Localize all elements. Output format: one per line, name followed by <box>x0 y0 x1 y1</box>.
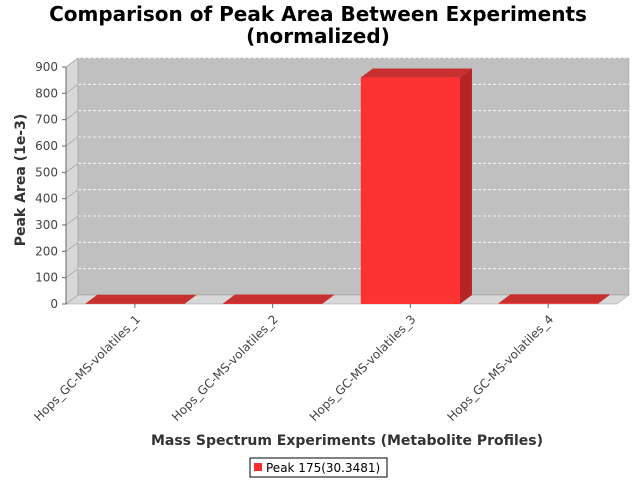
gridline-wall <box>65 215 79 226</box>
y-tick-label: 700 <box>35 113 58 127</box>
x-tick-label: Hops_GC-MS-volatiles_1 <box>31 312 143 424</box>
bar-top <box>498 294 610 304</box>
y-tick-label: 800 <box>35 86 58 100</box>
x-tick-label: Hops_GC-MS-volatiles_2 <box>169 312 281 424</box>
gridline-wall <box>65 242 79 252</box>
gridline-wall <box>65 57 79 68</box>
bar-front <box>498 303 598 304</box>
legend-swatch <box>254 463 262 471</box>
gridline-wall <box>65 163 79 173</box>
gridline-wall <box>65 136 79 147</box>
gridline-wall <box>65 268 79 278</box>
gridline-wall <box>65 84 79 94</box>
x-tick-label: Hops_GC-MS-volatiles_4 <box>445 312 557 424</box>
legend-box <box>249 457 388 478</box>
gridline-wall <box>65 189 79 199</box>
bar-side <box>322 294 335 304</box>
legend: Peak 175(30.3481) <box>249 457 388 478</box>
plot-area: 0 100 200 300 400 500 600 700 800 900 Hops_GC-MS-v… <box>31 57 630 424</box>
bar-side <box>184 294 197 304</box>
y-axis-label: Peak Area (1e-3) <box>13 114 29 247</box>
bar-side <box>597 294 610 304</box>
gridline-wall <box>65 294 79 305</box>
bar-side <box>459 68 472 305</box>
y-tick-label: 500 <box>35 165 58 179</box>
bar-front <box>360 77 460 305</box>
chart-title-line1: Comparison of Peak Area Between Experime… <box>49 2 587 26</box>
y-tick-label: 600 <box>35 139 58 153</box>
bar-top <box>360 68 472 78</box>
y-tick-label: 300 <box>35 218 58 232</box>
y-tick-label: 400 <box>35 192 58 206</box>
plot-left-wall <box>65 57 79 305</box>
bar-front <box>223 303 323 304</box>
y-tick-label: 200 <box>35 244 58 258</box>
gridline-wall <box>65 110 79 120</box>
plot-back-wall <box>77 57 630 296</box>
y-tick-label: 0 <box>50 297 58 311</box>
x-tick-label: Hops_GC-MS-volatiles_3 <box>307 312 419 424</box>
chart-title-line2: (normalized) <box>246 24 390 48</box>
legend-label: Peak 175(30.3481) <box>266 461 380 475</box>
x-axis-label: Mass Spectrum Experiments (Metabolite Pr… <box>151 433 543 449</box>
y-tick-label: 100 <box>35 271 58 285</box>
y-tick-label: 900 <box>35 60 58 74</box>
bar-top <box>223 294 335 304</box>
bar-top <box>85 294 197 304</box>
